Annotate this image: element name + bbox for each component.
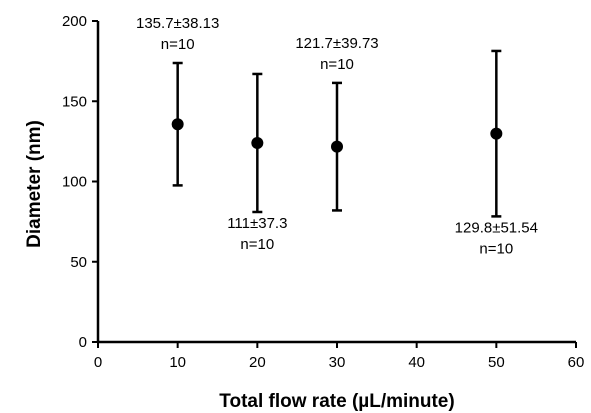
x-tick-label: 50 [488, 354, 505, 371]
x-axis-ticks: 0 10 20 30 40 50 60 [94, 342, 585, 371]
x-tick-label: 20 [249, 354, 266, 371]
data-labels: 135.7±38.13 n=10 111±37.3 n=10 121.7±39.73 n=… [136, 15, 538, 257]
x-tick-label: 30 [329, 354, 346, 371]
data-point [251, 136, 264, 149]
data-point [171, 118, 184, 131]
x-tick-label: 40 [408, 354, 425, 371]
data-series [171, 49, 503, 218]
y-tick-label: 100 [62, 174, 87, 191]
data-label: n=10 [320, 56, 354, 73]
data-point [331, 140, 343, 153]
data-label: 111±37.3 [227, 215, 287, 232]
data-label: n=10 [240, 236, 274, 253]
y-axis-ticks: 0 50 100 150 200 [62, 13, 98, 351]
y-tick-label: 0 [79, 334, 87, 351]
x-tick-label: 10 [169, 354, 186, 371]
y-tick-label: 50 [70, 254, 87, 271]
y-tick-label: 200 [62, 13, 87, 30]
data-label: n=10 [161, 36, 195, 53]
y-axis-title: Diameter (nm) [24, 120, 45, 248]
x-axis-title: Total flow rate (µL/minute) [219, 391, 454, 412]
data-label: 135.7±38.13 [136, 15, 219, 32]
data-label: n=10 [479, 240, 513, 257]
data-label: 121.7±39.73 [295, 35, 378, 52]
data-point [490, 127, 503, 140]
x-tick-label: 0 [94, 354, 102, 371]
data-label: 129.8±51.54 [455, 219, 538, 236]
x-tick-label: 60 [568, 354, 585, 371]
y-tick-label: 150 [62, 93, 87, 110]
